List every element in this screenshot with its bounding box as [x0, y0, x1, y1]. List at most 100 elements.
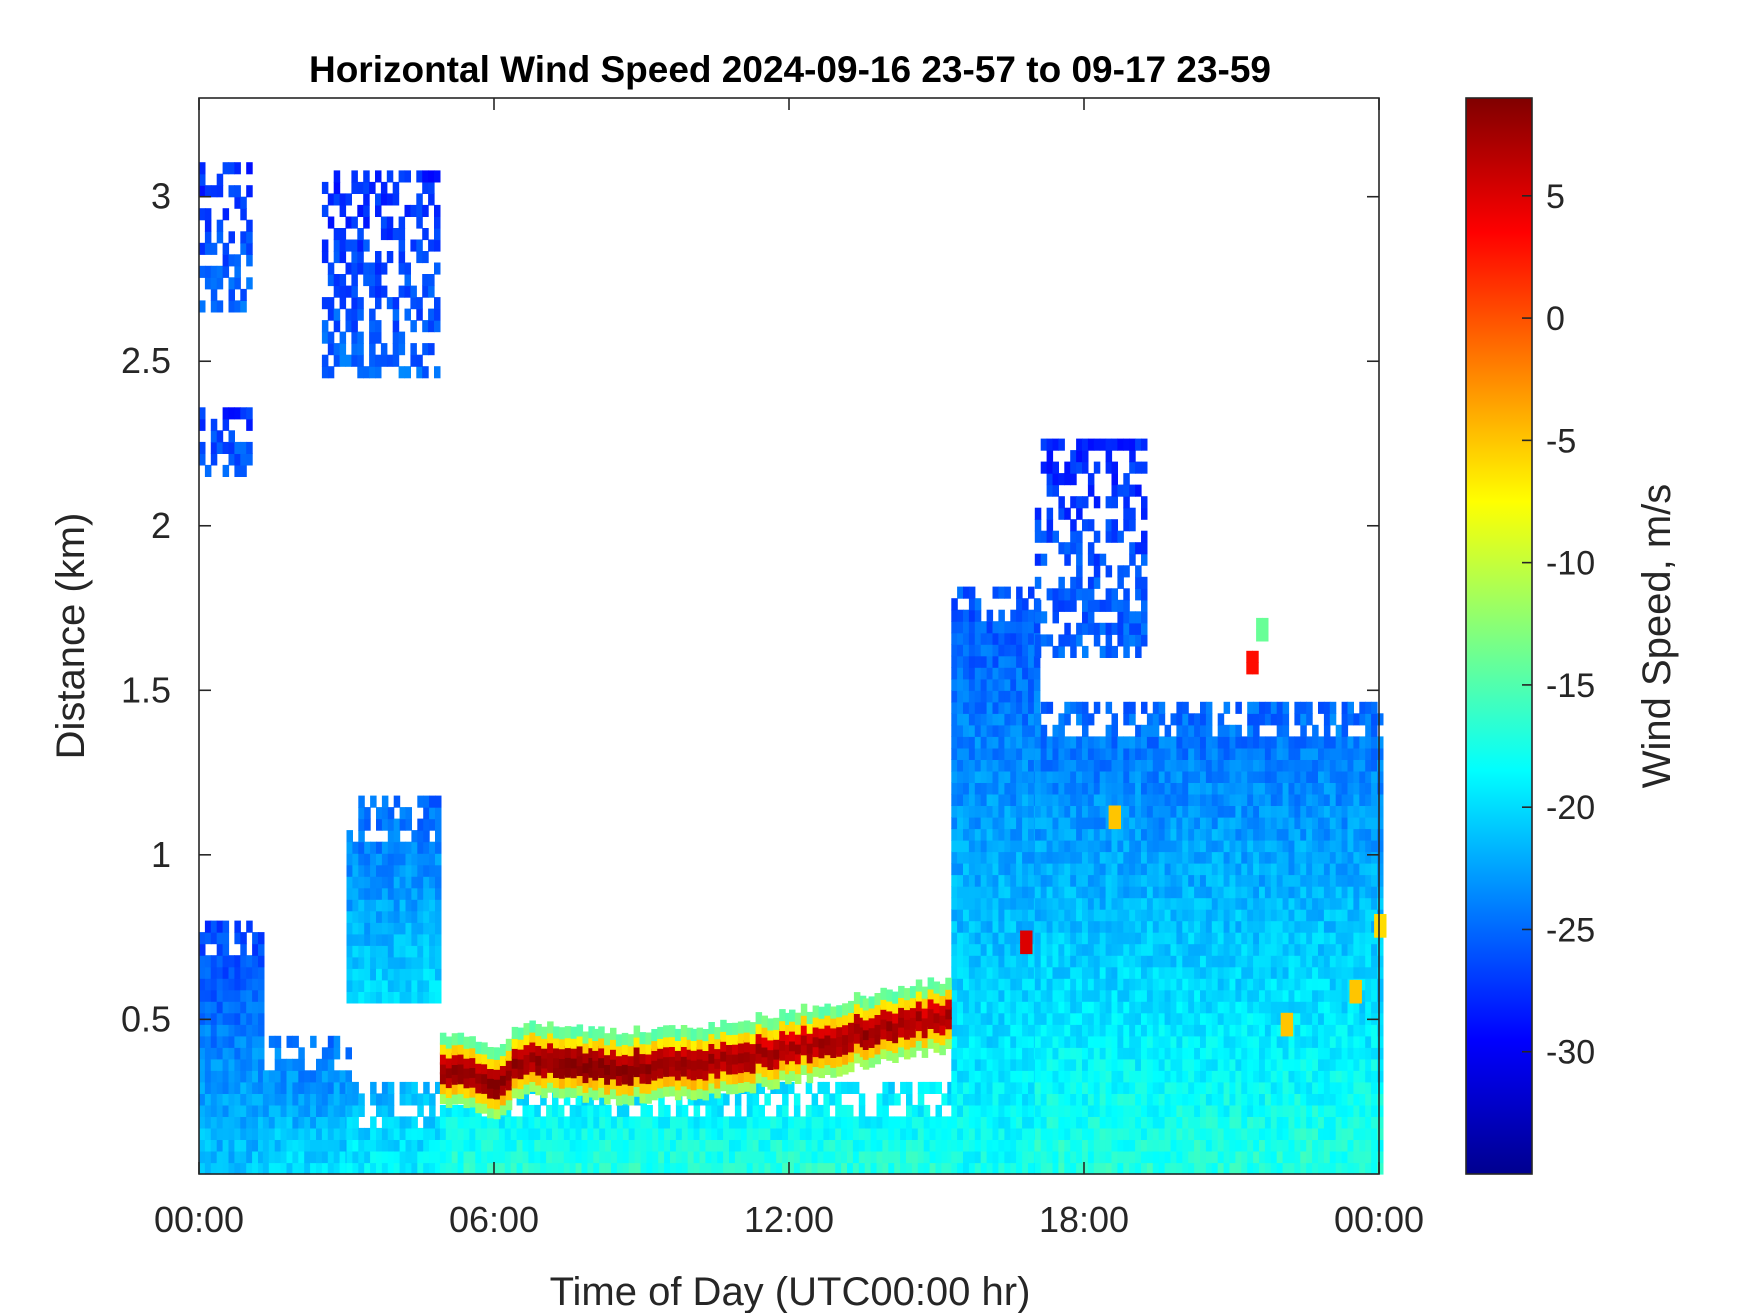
heatmap-cell [1176, 966, 1183, 979]
heatmap-cell [1229, 943, 1236, 956]
heatmap-cell [1223, 1139, 1231, 1152]
heatmap-cell [387, 922, 395, 935]
heatmap-cell [699, 1162, 706, 1175]
heatmap-cell [974, 713, 982, 726]
heatmap-cell [417, 830, 424, 843]
heatmap-cell [1323, 1093, 1331, 1106]
heatmap-cell [1365, 736, 1372, 749]
heatmap-cell [1123, 782, 1130, 795]
heatmap-cell [292, 1058, 299, 1071]
heatmap-cell [951, 978, 958, 991]
heatmap-cell [1312, 747, 1319, 760]
heatmap-cell [963, 863, 970, 876]
heatmap-cell [351, 262, 358, 275]
heatmap-cell [1288, 817, 1295, 830]
heatmap-cell [364, 1151, 371, 1164]
heatmap-cell [1129, 909, 1136, 922]
heatmap-cell [974, 1151, 982, 1164]
heatmap-cell [1323, 1001, 1331, 1014]
heatmap-cell [699, 1116, 706, 1129]
heatmap-cell [1282, 828, 1290, 841]
heatmap-cell [1016, 644, 1023, 657]
heatmap-cell [222, 1024, 230, 1037]
heatmap-cell [951, 966, 958, 979]
heatmap-cell [951, 1151, 958, 1164]
heatmap-cell [1105, 736, 1113, 749]
heatmap-cell [252, 943, 259, 956]
heatmap-cell [1046, 793, 1054, 806]
heatmap-cell [986, 655, 994, 668]
heatmap-cell [1264, 1139, 1272, 1152]
heatmap-cell [1188, 966, 1195, 979]
heatmap-cell [752, 1116, 760, 1129]
heatmap-cell [262, 1139, 270, 1152]
heatmap-cell [469, 1116, 476, 1129]
heatmap-cell [1282, 932, 1290, 945]
heatmap-cell [1170, 920, 1177, 933]
heatmap-cell [1359, 943, 1366, 956]
heatmap-cell [1270, 1047, 1278, 1060]
heatmap-cell [1318, 920, 1325, 933]
heatmap-cell [992, 817, 999, 830]
heatmap-cell [258, 1139, 265, 1152]
heatmap-cell [1040, 793, 1048, 806]
heatmap-cell [1076, 989, 1083, 1002]
heatmap-cell [1004, 932, 1011, 945]
heatmap-cell [1247, 1162, 1254, 1175]
heatmap-cell [1371, 943, 1378, 956]
heatmap-cell [900, 1116, 907, 1129]
heatmap-cell [1235, 863, 1242, 876]
heatmap-cell [457, 1104, 465, 1117]
heatmap-cell [1365, 1024, 1372, 1037]
heatmap-cell [1347, 897, 1354, 910]
heatmap-cell [622, 1139, 630, 1152]
heatmap-cell [1300, 1116, 1307, 1129]
heatmap-cell [1123, 1012, 1130, 1025]
heatmap-cell [1235, 851, 1242, 864]
heatmap-cell [1046, 507, 1054, 520]
heatmap-cell [1264, 817, 1272, 830]
heatmap-cell [1146, 840, 1154, 853]
heatmap-cell [1034, 920, 1042, 933]
heatmap-cell [345, 239, 352, 252]
heatmap-cell [1052, 1070, 1059, 1083]
heatmap-cell [435, 841, 442, 854]
heatmap-cell [957, 863, 964, 876]
heatmap-cell [1064, 782, 1071, 795]
heatmap-cell [1205, 1070, 1213, 1083]
heatmap-cell [1076, 701, 1083, 714]
heatmap-cell [376, 1151, 383, 1164]
heatmap-cell [204, 208, 212, 221]
heatmap-cell [782, 1093, 789, 1106]
heatmap-cell [1099, 978, 1107, 991]
heatmap-cell [1365, 966, 1372, 979]
heatmap-cell [1028, 1012, 1035, 1025]
heatmap-cell [346, 1151, 353, 1164]
heatmap-cell [369, 274, 376, 287]
heatmap-cell [386, 216, 394, 229]
heatmap-cell [1028, 920, 1035, 933]
heatmap-cell [1040, 1127, 1048, 1140]
heatmap-cell [1241, 1162, 1248, 1175]
heatmap-cell [1223, 1127, 1231, 1140]
heatmap-cell [1028, 793, 1035, 806]
heatmap-cell [1076, 770, 1083, 783]
heatmap-cell [1028, 828, 1035, 841]
heatmap-cell [1359, 805, 1366, 818]
heatmap-cell [1335, 724, 1343, 737]
heatmap-cell [1105, 897, 1113, 910]
heatmap-cell [262, 1116, 270, 1129]
heatmap-cell [1135, 1024, 1142, 1037]
heatmap-cell [1170, 886, 1177, 899]
heatmap-cell [222, 1139, 230, 1152]
heatmap-cell [968, 851, 976, 864]
heatmap-cell [1152, 989, 1160, 1002]
heatmap-cell [1200, 966, 1207, 979]
jet-band-cell [463, 1056, 470, 1069]
heatmap-cell [1253, 851, 1260, 864]
heatmap-cell [417, 979, 424, 992]
heatmap-cell [1264, 863, 1272, 876]
heatmap-cell [387, 887, 395, 900]
heatmap-cell [1158, 1012, 1166, 1025]
heatmap-cell [752, 1104, 760, 1117]
